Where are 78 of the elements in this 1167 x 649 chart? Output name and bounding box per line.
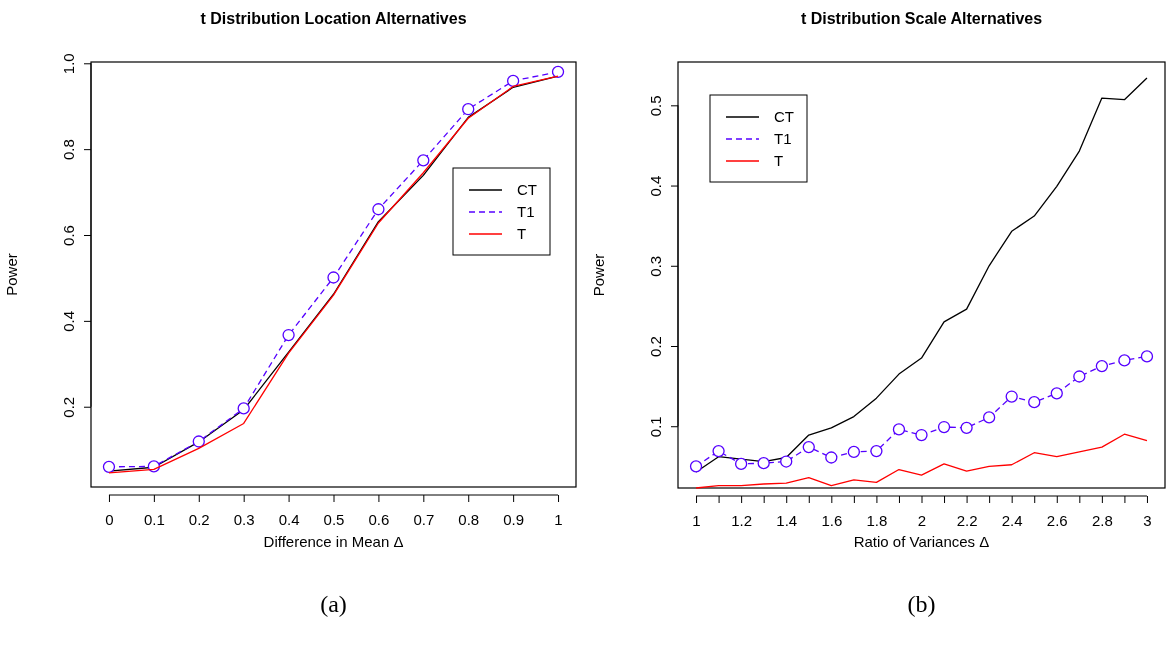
x-tick-label: 0.8 [458,510,480,528]
point [892,423,906,436]
point [960,421,973,434]
point [1140,350,1154,363]
point [237,402,250,415]
x-tick-label: 1.8 [866,511,888,529]
point [712,444,725,458]
y-tick-label: 0.5 [647,95,665,117]
x-tick-label: 1 [554,510,563,528]
x-tick-label: 0.4 [278,510,300,528]
point [825,451,838,464]
x-tick-label: 2 [917,511,927,529]
point [506,74,520,88]
y-tick-label: 0.3 [647,255,665,277]
x-tick-label: 0.9 [503,510,525,528]
point [1050,387,1063,400]
text: (a) [320,591,347,617]
legend-label: CT [517,181,537,199]
y-tick-label: 0.8 [60,139,78,161]
legend-label: T [774,152,784,170]
point [847,445,861,459]
x-tick-label: 1 [692,511,701,529]
chart-title: t Distribution Location Alternatives [200,10,467,27]
point [192,435,205,448]
y-axis-title: Power [3,253,20,296]
y-tick-label: 1.0 [60,53,78,75]
y-tick-label: 0.6 [60,225,78,246]
line-series [695,433,1148,489]
point [689,460,703,473]
x-tick-label: 1.2 [731,511,753,529]
x-tick-label: 2.2 [956,511,978,529]
x-tick-label: 0.2 [188,510,210,528]
y-tick-label: 0.4 [647,175,665,197]
point [327,271,340,284]
point [417,154,430,167]
x-tick-label: 3 [1143,511,1152,529]
y-tick-label: 0.4 [60,310,78,332]
point [462,103,475,116]
x-tick-label: 1.6 [821,511,843,529]
y-tick-label: 0.2 [60,396,78,418]
x-tick-label: 0 [105,510,114,528]
point [734,457,748,471]
point [1118,354,1131,367]
x-axis-title: Difference in Mean Δ [263,533,404,550]
point [1028,396,1041,409]
point [551,65,565,79]
x-tick-label: 2.8 [1091,511,1113,529]
chart-title: t Distribution Scale Alternatives [800,10,1043,27]
x-tick-label: 1.4 [776,511,798,529]
point [1005,390,1018,403]
point [982,411,996,424]
y-tick-label: 0.2 [647,336,665,357]
legend-label: CT [774,108,794,126]
x-axis-title: Ratio of Variances Δ [853,533,990,550]
point [282,328,295,342]
point [780,455,793,468]
y-axis-title: Power [590,253,607,297]
point [1095,359,1109,373]
legend-label: T1 [517,203,535,221]
legend-label: T [517,225,527,243]
y-tick-label: 0.1 [647,416,665,438]
point [915,428,928,442]
x-tick-label: 0.6 [368,510,390,528]
text: (b) [907,591,936,617]
x-tick-label: 0.7 [413,510,435,528]
legend-label: T1 [774,130,792,148]
point [937,420,951,434]
point [372,203,385,216]
point [802,440,815,454]
x-tick-label: 2.4 [1001,511,1023,529]
point [1073,370,1086,383]
x-tick-label: 0.5 [323,510,345,528]
x-tick-label: 2.6 [1046,511,1068,529]
point [870,444,883,458]
point [757,456,770,470]
point [102,460,116,473]
x-tick-label: 0.3 [233,510,255,528]
x-tick-label: 0.1 [143,510,165,528]
